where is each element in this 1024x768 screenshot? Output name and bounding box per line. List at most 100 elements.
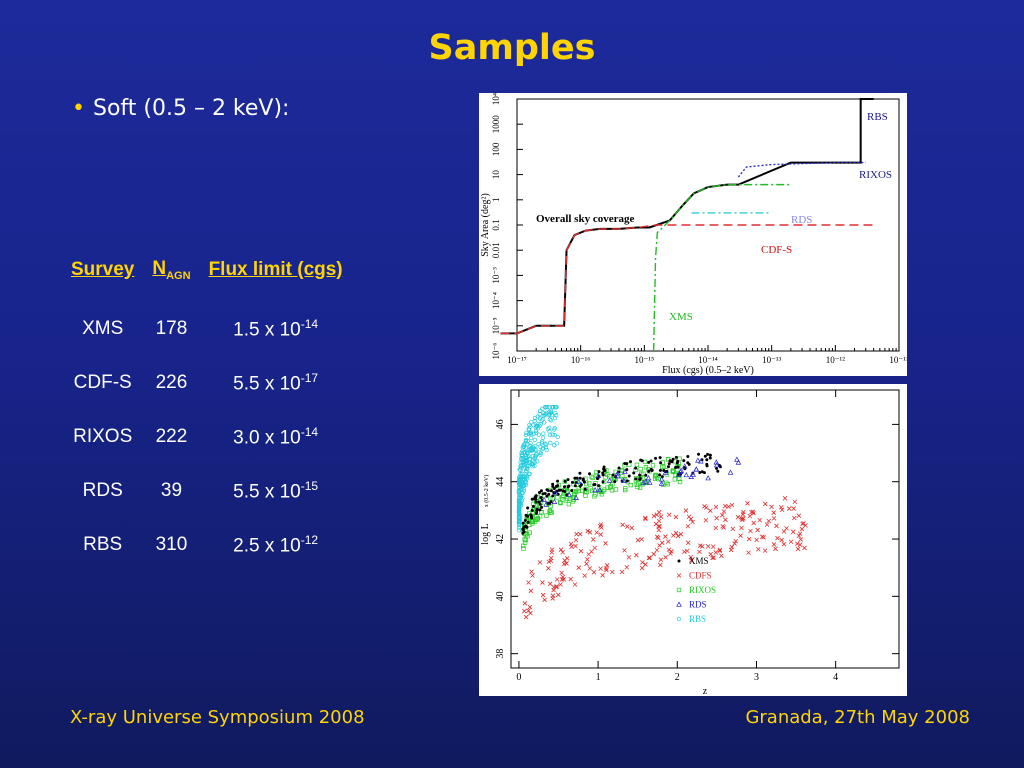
point-rbs xyxy=(522,462,527,468)
point-rbs xyxy=(547,417,553,422)
point-cdfs xyxy=(685,548,690,554)
table-row: RIXOS 222 3.0 x 10-14 xyxy=(62,410,352,464)
point-cdfs xyxy=(762,548,768,553)
point-cdfs xyxy=(634,552,639,558)
point-xms xyxy=(706,452,710,456)
point-cdfs xyxy=(540,580,545,585)
point-rds xyxy=(552,490,559,496)
point-cdfs xyxy=(604,563,610,568)
point-cdfs xyxy=(775,535,780,541)
curve-label-cdf-s: CDF-S xyxy=(761,244,792,256)
point-xms xyxy=(524,513,528,517)
point-rixos xyxy=(619,468,624,474)
point-cdfs xyxy=(526,608,531,613)
point-xms xyxy=(650,468,654,472)
point-cdfs xyxy=(733,538,739,544)
point-cdfs xyxy=(746,550,751,555)
point-rixos xyxy=(613,487,619,492)
curve-label-rds: RDS xyxy=(791,214,812,226)
point-cdfs xyxy=(657,543,662,548)
point-rds xyxy=(614,470,621,476)
point-rbs xyxy=(518,472,523,477)
point-cdfs xyxy=(573,537,579,543)
header-nagn: NAGN xyxy=(143,258,199,302)
point-cdfs xyxy=(668,551,673,556)
point-cdfs xyxy=(558,547,564,552)
point-rbs xyxy=(543,442,549,447)
point-rixos xyxy=(599,492,605,497)
legend-label-rds: RDS xyxy=(689,600,707,610)
point-xms xyxy=(526,520,530,524)
point-rbs xyxy=(540,435,546,440)
point-rbs xyxy=(517,474,523,479)
point-xms xyxy=(705,458,709,462)
point-cdfs xyxy=(666,547,672,553)
point-cdfs xyxy=(603,566,609,571)
point-rbs xyxy=(540,446,546,451)
x-tick-label: 10⁻¹³ xyxy=(762,355,781,365)
point-rixos xyxy=(653,473,659,478)
point-rbs xyxy=(526,464,531,469)
point-cdfs xyxy=(685,523,691,529)
point-rixos xyxy=(628,482,633,488)
point-cdfs xyxy=(759,534,765,539)
point-cdfs xyxy=(756,546,761,552)
point-rds xyxy=(543,501,549,507)
point-cdfs xyxy=(766,518,771,524)
point-cdfs xyxy=(730,526,736,532)
point-xms xyxy=(578,471,582,475)
point-cdfs xyxy=(784,526,789,531)
point-cdfs xyxy=(527,604,533,610)
point-xms xyxy=(540,505,544,509)
point-xms xyxy=(547,492,551,496)
point-rixos xyxy=(560,494,565,500)
point-rbs xyxy=(532,437,538,443)
point-rds xyxy=(606,477,613,483)
point-cdfs xyxy=(522,601,528,606)
point-cdfs xyxy=(723,503,728,509)
point-xms xyxy=(613,480,617,484)
point-cdfs xyxy=(748,528,753,534)
flux-exponent: -17 xyxy=(300,370,319,385)
point-cdfs xyxy=(771,510,777,515)
cell-flux-limit: 3.0 x 10-14 xyxy=(200,410,352,464)
point-rbs xyxy=(531,431,536,437)
bullet-dot-icon: • xyxy=(72,96,85,121)
point-rds xyxy=(705,475,711,481)
point-rbs xyxy=(545,405,550,410)
point-cdfs xyxy=(643,562,648,567)
point-rbs xyxy=(544,447,549,453)
point-cdfs xyxy=(729,502,735,508)
point-rbs xyxy=(524,469,529,474)
point-rixos xyxy=(548,496,553,501)
x-tick-label: 10⁻¹⁷ xyxy=(507,355,527,365)
point-legend-rds xyxy=(676,601,682,607)
point-rbs xyxy=(524,458,529,464)
point-cdfs xyxy=(732,541,737,546)
point-xms xyxy=(627,474,631,478)
point-xms xyxy=(583,487,587,491)
y-tick-label: 10⁻⁴ xyxy=(491,292,501,309)
point-xms xyxy=(601,480,605,484)
point-cdfs xyxy=(751,510,756,516)
y-tick-label: 46 xyxy=(495,419,506,429)
point-cdfs xyxy=(782,496,788,501)
point-xms xyxy=(715,466,719,470)
point-cdfs xyxy=(663,555,668,560)
point-rbs xyxy=(525,438,530,444)
point-cdfs xyxy=(560,549,565,555)
point-rds xyxy=(541,496,547,502)
point-cdfs xyxy=(723,517,728,523)
point-rbs xyxy=(519,450,524,455)
point-xms xyxy=(573,484,577,488)
point-cdfs xyxy=(708,508,713,513)
point-cdfs xyxy=(604,567,609,573)
point-xms xyxy=(686,455,690,459)
point-cdfs xyxy=(728,547,734,553)
point-xms xyxy=(705,464,709,468)
point-cdfs xyxy=(635,537,641,543)
point-cdfs xyxy=(598,566,603,571)
header-nagn-main: N xyxy=(152,258,167,279)
point-cdfs xyxy=(598,532,603,537)
point-rixos xyxy=(527,530,532,535)
